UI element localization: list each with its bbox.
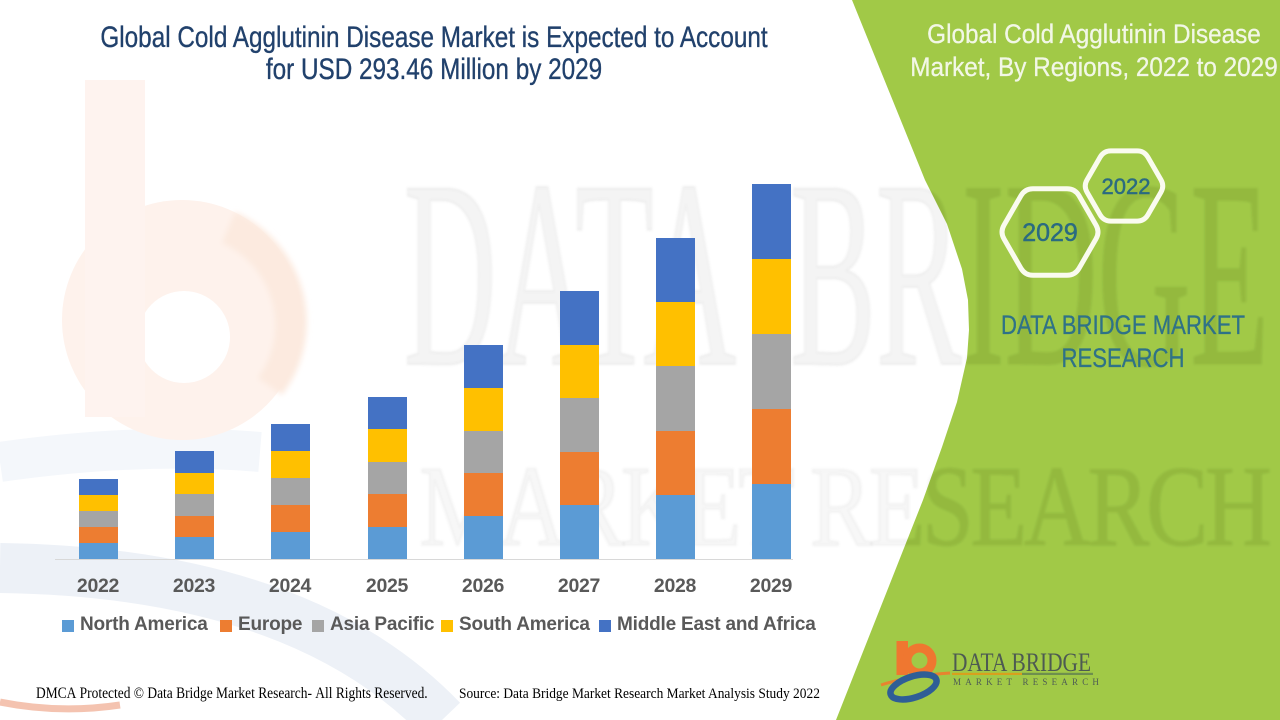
svg-text:MARKET RESEARCH: MARKET RESEARCH: [953, 677, 1103, 687]
svg-text:DATA BRIDGE: DATA BRIDGE: [952, 648, 1091, 677]
svg-text:2022: 2022: [1102, 174, 1151, 199]
svg-text:2029: 2029: [1022, 219, 1078, 247]
